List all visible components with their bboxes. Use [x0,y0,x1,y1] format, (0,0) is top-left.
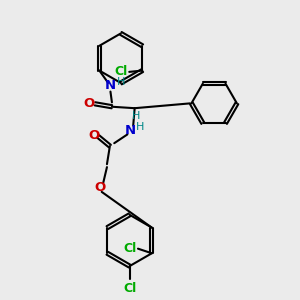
Text: N: N [105,79,116,92]
Text: Cl: Cl [123,282,136,295]
Text: O: O [94,181,106,194]
Text: O: O [83,97,94,110]
Text: Cl: Cl [115,65,128,78]
Text: N: N [125,124,136,136]
Text: H: H [132,111,140,122]
Text: H: H [116,77,125,87]
Text: O: O [88,128,100,142]
Text: Cl: Cl [123,242,136,255]
Text: H: H [136,122,145,132]
